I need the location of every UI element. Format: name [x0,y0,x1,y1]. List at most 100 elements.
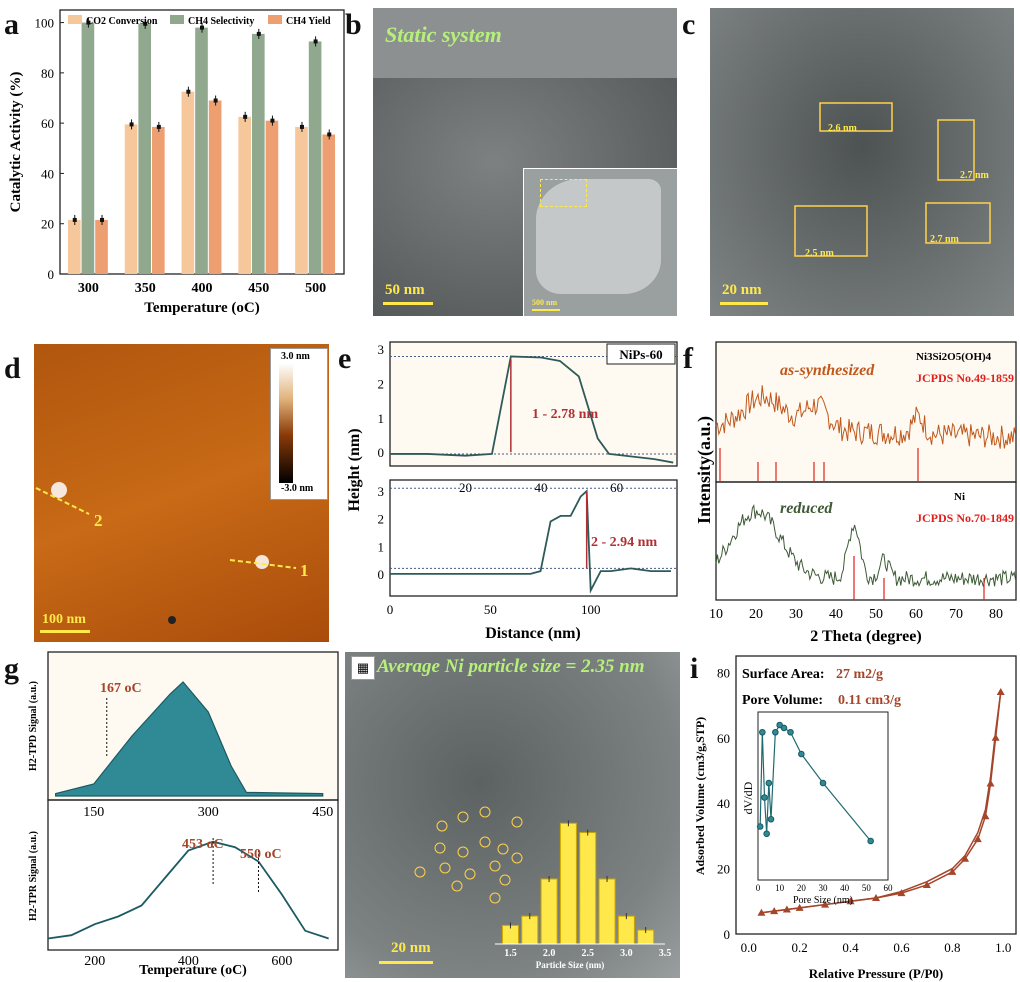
bar [124,124,138,275]
hist-tick-label: 2.0 [543,948,556,959]
x-tick-label: 0.2 [792,940,808,955]
data-point [243,114,248,119]
y-tick-label: 80 [717,665,730,680]
panel-letter-c: c [682,8,696,41]
chart-f: 10 20 30 40 50 60 70 80 as-synthesized Ni3Si2O5… [694,341,1017,645]
y-axis-label: Catalytic Activity (%) [8,72,24,213]
y-tick-label: 80 [41,66,54,81]
y-tick-label: 1 [378,539,385,554]
hist-bar [579,832,597,945]
chart-a: 300 350 400 450 500 0 20 40 60 80 100 Catalytic Ac… [8,9,345,316]
tpd-area [55,681,324,797]
panel-letter-f: f [683,342,693,375]
bar [195,27,208,274]
scale-label: 50 nm [385,282,425,298]
y-tick-label: 20 [717,862,730,877]
hist-tick-label: 3.5 [659,948,672,959]
x-tick-label: 40 [535,480,548,495]
panel-letter-a: a [4,8,19,41]
inset-tick-label: 0 [756,883,761,893]
data-point [795,903,804,911]
x-tick-label: 300 [78,281,99,296]
legend-swatch [68,15,82,24]
data-point [200,25,204,30]
y-tick-label: 20 [41,217,54,232]
x-tick-label: 30 [789,607,803,622]
plot-frame [735,655,1017,935]
phase-label-top: Ni3Si2O5(OH)4 [916,351,992,363]
y-tick-label: 60 [717,731,730,746]
colorbar-box: 3.0 nm -3.0 nm [270,348,328,500]
scale-bar [720,302,768,305]
histogram-overlay: 1.5 2.0 2.5 3.0 3.5 Particle Size (nm) [414,806,672,970]
legend-label: CH4 Selectivity [188,16,254,27]
peak-label-3: 550 oC [240,847,282,862]
data-point [86,20,91,25]
x-axis-label: Distance (nm) [485,625,581,642]
data-point [770,907,779,915]
panel-letter-i: i [690,652,699,685]
plot-frame-bottom [47,799,339,951]
x-tick-label: 50 [484,602,497,617]
legend-swatch [170,15,184,24]
y-tick-label: 3 [378,342,385,357]
particle-circle [479,806,491,818]
x-tick-label: 70 [949,607,963,622]
x-tick-label: 50 [869,607,883,622]
profile-marker: 1 [300,561,309,580]
hist-tick-label: 1.5 [504,948,517,959]
particle-circle [457,811,469,823]
y-tick-label: 40 [41,166,54,181]
bar [251,33,265,275]
profile-marker: 2 [94,511,103,530]
profile-line-2 [35,487,90,515]
x-tick-label: 450 [248,281,269,296]
panel-letter-b: b [345,8,362,41]
colorbar-max: 3.0 nm [281,351,310,362]
x-axis-label: Temperature (oC) [139,963,247,978]
hist-bar [540,878,558,945]
spacing-label: 2.5 nm [805,248,835,259]
inset-tick-label: 30 [819,883,829,893]
y-tick-label: 40 [717,796,730,811]
inset-tick-label: 50 [862,883,872,893]
legend: CO2 Conversion CH4 Selectivity CH4 Yield [68,15,331,27]
x-axis-label: 2 Theta (degree) [810,628,921,645]
inset-point [798,750,805,758]
inset-tick-label: 40 [840,883,850,893]
inset-point [780,724,788,732]
bar [322,134,336,274]
y-axis-label: Height (nm) [346,428,363,511]
scale-bar [40,630,90,633]
inset-point [759,728,766,736]
jcpds-card-top: JCPDS No.49-1859 [916,371,1014,385]
peak-label-2: 453 oC [182,837,224,852]
y-tick-label: 2 [378,376,385,391]
chart-i: 0.0 0.2 0.4 0.6 0.8 1.0 0 20 40 60 80 0 10 20 30 40 50 60… [693,655,1017,981]
bar [81,22,95,275]
measure-box [819,102,893,132]
data-point [129,122,134,127]
bar [308,41,322,274]
tem-image-c: 2.6 nm 2.7 nm 2.5 nm 2.7 nm 20 nm [710,8,1014,316]
x-tick-label: 200 [84,954,105,969]
height-annotation-1: 1 - 2.78 nm [532,407,598,422]
hist-tick-label: 2.5 [581,948,594,959]
inset-point [819,779,827,787]
particle [168,616,176,624]
x-tick-label: 10 [709,607,723,622]
x-tick-label: 450 [312,805,333,820]
particle-circle [464,868,476,880]
inset-point [765,779,773,787]
surface-area-value: 27 m2/g [836,667,883,682]
particle-circle [436,820,448,832]
edit-image-button[interactable]: ▦ [351,656,375,680]
inset-x-label: Pore Size (nm) [793,895,853,906]
spacing-label: 2.7 nm [960,170,990,181]
tpr-curve [47,840,329,940]
profile-curve [390,489,671,594]
data-point [327,132,332,137]
data-point [973,835,982,843]
y-axis-label: Adsorbed Volume (cm3/g,STP) [693,717,707,875]
